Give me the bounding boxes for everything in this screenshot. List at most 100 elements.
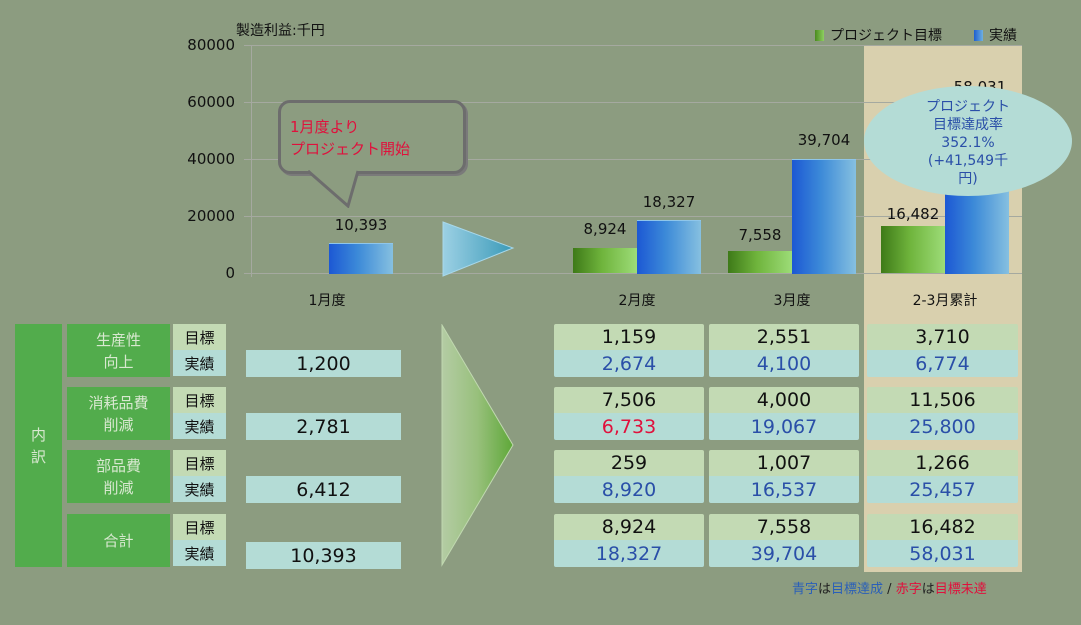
note-red-word: 赤字 bbox=[895, 582, 922, 597]
bar-jan-actual bbox=[329, 243, 393, 274]
feb-target-cell: 259 bbox=[554, 450, 704, 476]
feb-actual-cell-missed: 6,733 bbox=[554, 413, 704, 440]
category-line-1: 消耗品費 bbox=[88, 393, 149, 412]
cum-actual-cell: 58,031 bbox=[867, 540, 1018, 567]
bar-label-feb-actual: 18,327 bbox=[642, 193, 696, 211]
category-line-1: 生産性 bbox=[95, 330, 141, 349]
cum-target-cell: 16,482 bbox=[867, 514, 1018, 540]
note-separator: / bbox=[883, 582, 896, 597]
mar-target-cell: 7,558 bbox=[709, 514, 859, 540]
gridline bbox=[244, 45, 1022, 46]
mar-target-cell: 2,551 bbox=[709, 324, 859, 350]
section-label-char-1: 内 bbox=[30, 425, 46, 444]
x-label-feb: 2月度 bbox=[618, 293, 656, 309]
cum-target-cell: 1,266 bbox=[867, 450, 1018, 476]
x-label-mar: 3月度 bbox=[773, 293, 811, 309]
target-row-label: 目標 bbox=[173, 450, 226, 476]
note-particle: は bbox=[818, 582, 832, 597]
category-total: 合計 bbox=[67, 514, 170, 567]
cum-target-cell: 3,710 bbox=[867, 324, 1018, 350]
y-tick-40000: 40000 bbox=[187, 150, 235, 168]
progress-arrow-icon bbox=[442, 221, 515, 277]
cum-target-cell: 11,506 bbox=[867, 387, 1018, 413]
mar-actual-cell: 4,100 bbox=[709, 350, 859, 377]
actual-row-label: 実績 bbox=[173, 350, 226, 376]
x-label-cum: 2-3月累計 bbox=[912, 293, 978, 309]
actual-row-label: 実績 bbox=[173, 476, 226, 502]
legend-target-label: プロジェクト目標 bbox=[830, 28, 942, 44]
achievement-line-1: プロジェクト bbox=[926, 99, 1010, 115]
cum-actual-cell: 6,774 bbox=[867, 350, 1018, 377]
mar-actual-cell: 39,704 bbox=[709, 540, 859, 567]
x-label-jan: 1月度 bbox=[308, 293, 346, 309]
bar-label-mar-target: 7,558 bbox=[738, 226, 782, 244]
achievement-line-5: 円) bbox=[958, 171, 978, 187]
bar-label-cum-target: 16,482 bbox=[886, 205, 940, 223]
bar-label-feb-target: 8,924 bbox=[583, 220, 627, 238]
feb-target-cell: 1,159 bbox=[554, 324, 704, 350]
feb-target-cell: 8,924 bbox=[554, 514, 704, 540]
target-row-label: 目標 bbox=[173, 514, 226, 540]
category-line-1: 部品費 bbox=[95, 456, 141, 475]
note-particle: は bbox=[921, 582, 935, 597]
bar-feb-target bbox=[573, 248, 637, 273]
achievement-line-2: 目標達成率 bbox=[933, 117, 1003, 133]
breakdown-section-label: 内 訳 bbox=[15, 324, 62, 567]
target-row-label: 目標 bbox=[173, 387, 226, 413]
x-axis-baseline bbox=[244, 273, 1022, 274]
bar-cum-target bbox=[881, 226, 945, 273]
mar-target-cell: 1,007 bbox=[709, 450, 859, 476]
section-label-char-2: 訳 bbox=[30, 447, 46, 466]
feb-actual-cell: 2,674 bbox=[554, 350, 704, 377]
y-tick-0: 0 bbox=[225, 264, 235, 282]
gridline bbox=[244, 159, 1022, 160]
category-productivity: 生産性 向上 bbox=[67, 324, 170, 377]
callout-text: 1月度より プロジェクト開始 bbox=[290, 116, 410, 160]
feb-actual-cell: 18,327 bbox=[554, 540, 704, 567]
achievement-rate: 352.1% bbox=[941, 135, 995, 151]
feb-actual-cell: 8,920 bbox=[554, 476, 704, 503]
bar-mar-target bbox=[728, 251, 792, 273]
jan-actual-cell: 2,781 bbox=[246, 413, 401, 440]
mar-actual-cell: 19,067 bbox=[709, 413, 859, 440]
legend-target-swatch-icon bbox=[815, 29, 824, 41]
y-axis-unit-label: 製造利益:千円 bbox=[236, 23, 325, 39]
y-axis-line bbox=[251, 45, 252, 277]
cum-actual-cell: 25,800 bbox=[867, 413, 1018, 440]
y-tick-20000: 20000 bbox=[187, 207, 235, 225]
achievement-line-4: (+41,549千 bbox=[927, 153, 1009, 169]
y-tick-60000: 60000 bbox=[187, 93, 235, 111]
color-legend-note: 青字は目標達成 / 赤字は目標未達 bbox=[792, 578, 987, 597]
note-achieved: 目標達成 bbox=[831, 582, 884, 597]
bar-label-mar-actual: 39,704 bbox=[797, 131, 851, 149]
feb-target-cell: 7,506 bbox=[554, 387, 704, 413]
callout-line-1: 1月度より bbox=[290, 118, 360, 136]
actual-row-label: 実績 bbox=[173, 413, 226, 439]
bar-label-jan-actual: 10,393 bbox=[334, 216, 388, 234]
bar-feb-actual bbox=[637, 220, 701, 274]
gridline bbox=[244, 102, 1022, 103]
y-tick-80000: 80000 bbox=[187, 36, 235, 54]
actual-row-label: 実績 bbox=[173, 540, 226, 566]
note-blue-word: 青字 bbox=[792, 582, 819, 597]
callout-pointer-icon bbox=[307, 169, 360, 208]
callout-line-2: プロジェクト開始 bbox=[290, 140, 411, 158]
note-missed: 目標未達 bbox=[934, 582, 987, 597]
mar-actual-cell: 16,537 bbox=[709, 476, 859, 503]
jan-actual-cell: 6,412 bbox=[246, 476, 401, 503]
jan-actual-cell: 1,200 bbox=[246, 350, 401, 377]
bar-mar-actual bbox=[792, 159, 856, 274]
category-consumables: 消耗品費 削減 bbox=[67, 387, 170, 440]
target-row-label: 目標 bbox=[173, 324, 226, 350]
mar-target-cell: 4,000 bbox=[709, 387, 859, 413]
category-line-2: 削減 bbox=[103, 478, 134, 497]
legend-actual-label: 実績 bbox=[989, 28, 1017, 44]
category-line-2: 削減 bbox=[103, 415, 134, 434]
category-line-1: 合計 bbox=[103, 531, 134, 550]
achievement-rate-badge: プロジェクト 目標達成率 352.1% (+41,549千 円) bbox=[864, 86, 1072, 196]
jan-actual-cell: 10,393 bbox=[246, 542, 401, 569]
chart-legend: プロジェクト目標 実績 bbox=[815, 25, 1017, 45]
cum-actual-cell: 25,457 bbox=[867, 476, 1018, 503]
category-line-2: 向上 bbox=[103, 352, 134, 371]
project-start-callout bbox=[278, 100, 466, 174]
